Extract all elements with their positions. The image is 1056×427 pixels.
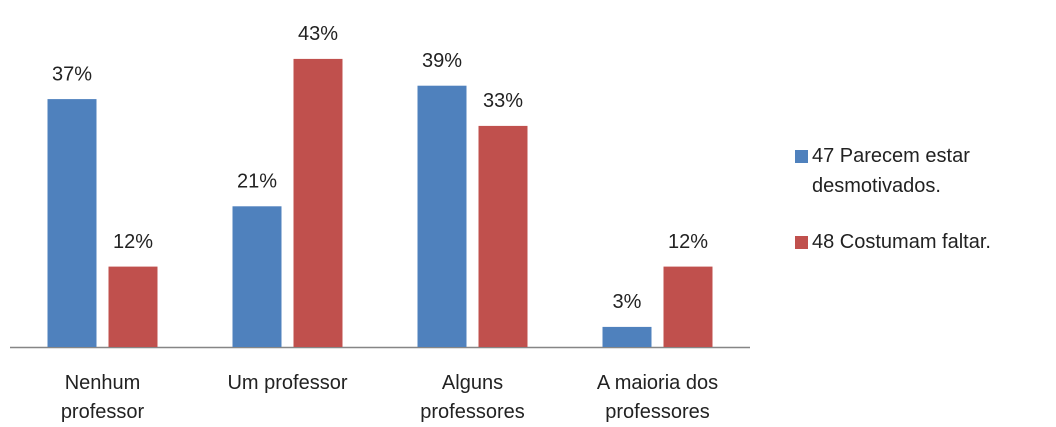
bar [478,125,528,348]
data-label: 21% [237,171,277,193]
legend-swatch [795,236,808,249]
data-label: 12% [113,231,153,253]
bar [47,99,97,347]
data-label: 33% [483,90,523,112]
data-label: 3% [613,291,642,313]
data-label: 43% [298,23,338,45]
x-tick-label: Um professor [227,372,348,394]
legend-label: 47 Parecem estar desmotivados. [812,145,970,197]
bar [417,85,467,347]
bar [602,326,652,347]
data-label: 37% [52,63,92,85]
bar [232,206,282,347]
x-tick-label: A maioria dos professores [596,372,719,423]
bar [108,266,158,347]
x-tick-label: Nenhum professor [60,372,145,423]
data-label: 12% [668,231,708,253]
legend-label: 48 Costumam faltar. [812,231,991,253]
x-tick-label: Alguns professores [420,372,525,423]
legend-swatch [795,150,808,163]
data-label: 39% [422,50,462,72]
bar [663,266,713,347]
bar [293,58,343,348]
